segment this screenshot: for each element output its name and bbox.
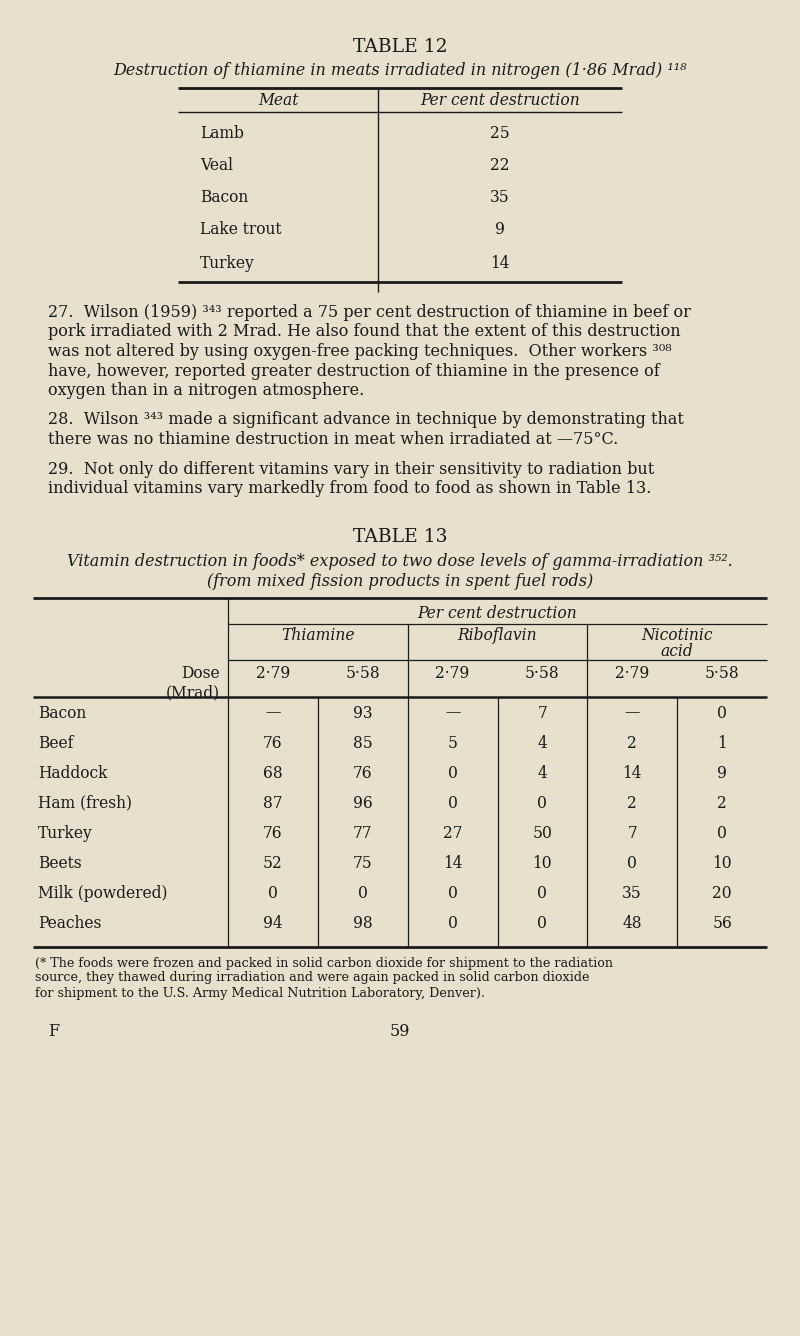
Text: 2·79: 2·79 bbox=[256, 664, 290, 681]
Text: 0: 0 bbox=[448, 795, 458, 811]
Text: TABLE 12: TABLE 12 bbox=[353, 37, 447, 56]
Text: 9: 9 bbox=[495, 220, 505, 238]
Text: 4: 4 bbox=[538, 735, 547, 751]
Text: 93: 93 bbox=[353, 704, 373, 721]
Text: Per cent destruction: Per cent destruction bbox=[418, 605, 578, 623]
Text: 2·79: 2·79 bbox=[615, 664, 650, 681]
Text: 0: 0 bbox=[448, 915, 458, 931]
Text: have, however, reported greater destruction of thiamine in the presence of: have, however, reported greater destruct… bbox=[48, 362, 660, 379]
Text: 9: 9 bbox=[717, 764, 727, 782]
Text: 0: 0 bbox=[538, 915, 547, 931]
Text: 75: 75 bbox=[353, 855, 373, 871]
Text: Vitamin destruction in foods* exposed to two dose levels of gamma-irradiation ³⁵: Vitamin destruction in foods* exposed to… bbox=[67, 553, 733, 570]
Text: 76: 76 bbox=[263, 824, 282, 842]
Text: Beets: Beets bbox=[38, 855, 82, 871]
Text: Peaches: Peaches bbox=[38, 915, 102, 931]
Text: 85: 85 bbox=[353, 735, 373, 751]
Text: 98: 98 bbox=[353, 915, 373, 931]
Text: Bacon: Bacon bbox=[38, 704, 86, 721]
Text: 56: 56 bbox=[712, 915, 732, 931]
Text: 2: 2 bbox=[718, 795, 727, 811]
Text: TABLE 13: TABLE 13 bbox=[353, 528, 447, 545]
Text: 0: 0 bbox=[358, 884, 368, 902]
Text: —: — bbox=[625, 704, 640, 721]
Text: Thiamine: Thiamine bbox=[281, 628, 354, 644]
Text: 0: 0 bbox=[538, 795, 547, 811]
Text: 20: 20 bbox=[712, 884, 732, 902]
Text: 48: 48 bbox=[622, 915, 642, 931]
Text: 0: 0 bbox=[538, 884, 547, 902]
Text: 2: 2 bbox=[627, 735, 637, 751]
Text: Milk (powdered): Milk (powdered) bbox=[38, 884, 167, 902]
Text: 59: 59 bbox=[390, 1023, 410, 1041]
Text: 76: 76 bbox=[263, 735, 282, 751]
Text: 14: 14 bbox=[622, 764, 642, 782]
Text: Per cent destruction: Per cent destruction bbox=[420, 92, 580, 110]
Text: 52: 52 bbox=[263, 855, 282, 871]
Text: 2: 2 bbox=[627, 795, 637, 811]
Text: acid: acid bbox=[661, 643, 694, 660]
Text: 87: 87 bbox=[263, 795, 282, 811]
Text: 29.  Not only do different vitamins vary in their sensitivity to radiation but: 29. Not only do different vitamins vary … bbox=[48, 461, 654, 477]
Text: 5·58: 5·58 bbox=[525, 664, 560, 681]
Text: 1: 1 bbox=[718, 735, 727, 751]
Text: 28.  Wilson ³⁴³ made a significant advance in technique by demonstrating that: 28. Wilson ³⁴³ made a significant advanc… bbox=[48, 411, 684, 429]
Text: 5: 5 bbox=[447, 735, 458, 751]
Text: Meat: Meat bbox=[258, 92, 298, 110]
Text: 0: 0 bbox=[448, 764, 458, 782]
Text: 68: 68 bbox=[263, 764, 282, 782]
Text: 77: 77 bbox=[353, 824, 373, 842]
Text: there was no thiamine destruction in meat when irradiated at —75°C.: there was no thiamine destruction in mea… bbox=[48, 432, 618, 448]
Text: 0: 0 bbox=[448, 884, 458, 902]
Text: 25: 25 bbox=[490, 126, 510, 142]
Text: 96: 96 bbox=[353, 795, 373, 811]
Text: Veal: Veal bbox=[200, 158, 233, 174]
Text: 10: 10 bbox=[533, 855, 552, 871]
Text: 94: 94 bbox=[263, 915, 282, 931]
Text: 0: 0 bbox=[717, 704, 727, 721]
Text: (* The foods were frozen and packed in solid carbon dioxide for shipment to the : (* The foods were frozen and packed in s… bbox=[35, 957, 613, 970]
Text: 5·58: 5·58 bbox=[705, 664, 739, 681]
Text: Turkey: Turkey bbox=[38, 824, 93, 842]
Text: 27.  Wilson (1959) ³⁴³ reported a 75 per cent destruction of thiamine in beef or: 27. Wilson (1959) ³⁴³ reported a 75 per … bbox=[48, 305, 691, 321]
Text: 4: 4 bbox=[538, 764, 547, 782]
Text: Destruction of thiamine in meats irradiated in nitrogen (1·86 Mrad) ¹¹⁸: Destruction of thiamine in meats irradia… bbox=[114, 61, 686, 79]
Text: Ham (fresh): Ham (fresh) bbox=[38, 795, 132, 811]
Text: oxygen than in a nitrogen atmosphere.: oxygen than in a nitrogen atmosphere. bbox=[48, 382, 364, 399]
Text: Lake trout: Lake trout bbox=[200, 220, 282, 238]
Text: for shipment to the U.S. Army Medical Nutrition Laboratory, Denver).: for shipment to the U.S. Army Medical Nu… bbox=[35, 986, 485, 999]
Text: Beef: Beef bbox=[38, 735, 74, 751]
Text: 2·79: 2·79 bbox=[435, 664, 470, 681]
Text: 27: 27 bbox=[443, 824, 462, 842]
Text: 22: 22 bbox=[490, 158, 510, 174]
Text: F: F bbox=[48, 1023, 59, 1041]
Text: Bacon: Bacon bbox=[200, 188, 248, 206]
Text: —: — bbox=[266, 704, 281, 721]
Text: 50: 50 bbox=[533, 824, 552, 842]
Text: (from mixed fission products in spent fuel rods): (from mixed fission products in spent fu… bbox=[207, 573, 593, 591]
Text: 35: 35 bbox=[490, 188, 510, 206]
Text: 35: 35 bbox=[622, 884, 642, 902]
Text: 76: 76 bbox=[353, 764, 373, 782]
Text: source, they thawed during irradiation and were again packed in solid carbon dio: source, they thawed during irradiation a… bbox=[35, 971, 590, 985]
Text: Turkey: Turkey bbox=[200, 255, 254, 273]
Text: 7: 7 bbox=[627, 824, 637, 842]
Text: 0: 0 bbox=[627, 855, 637, 871]
Text: pork irradiated with 2 Mrad. He also found that the extent of this destruction: pork irradiated with 2 Mrad. He also fou… bbox=[48, 323, 681, 341]
Text: was not altered by using oxygen-free packing techniques.  Other workers ³⁰⁸: was not altered by using oxygen-free pac… bbox=[48, 343, 672, 359]
Text: Dose
(Mrad): Dose (Mrad) bbox=[166, 664, 220, 701]
Text: individual vitamins vary markedly from food to food as shown in Table 13.: individual vitamins vary markedly from f… bbox=[48, 480, 651, 497]
Text: —: — bbox=[445, 704, 460, 721]
Text: Nicotinic: Nicotinic bbox=[642, 628, 713, 644]
Text: 0: 0 bbox=[717, 824, 727, 842]
Text: 10: 10 bbox=[712, 855, 732, 871]
Text: Haddock: Haddock bbox=[38, 764, 107, 782]
Text: 7: 7 bbox=[538, 704, 547, 721]
Text: Lamb: Lamb bbox=[200, 126, 244, 142]
Text: 14: 14 bbox=[490, 255, 510, 273]
Text: 0: 0 bbox=[268, 884, 278, 902]
Text: 5·58: 5·58 bbox=[346, 664, 380, 681]
Text: Riboflavin: Riboflavin bbox=[458, 628, 538, 644]
Text: 14: 14 bbox=[443, 855, 462, 871]
